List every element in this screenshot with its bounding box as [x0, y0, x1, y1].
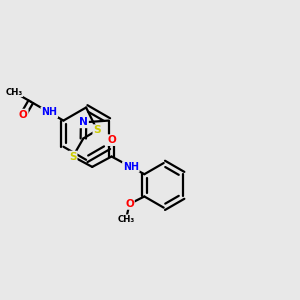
Text: NH: NH — [41, 107, 57, 117]
Text: S: S — [69, 152, 77, 161]
Text: CH₃: CH₃ — [5, 88, 22, 97]
Text: N: N — [79, 117, 88, 127]
Text: S: S — [93, 125, 101, 135]
Text: O: O — [125, 199, 134, 209]
Text: O: O — [19, 110, 28, 120]
Text: NH: NH — [123, 162, 139, 172]
Text: O: O — [107, 135, 116, 145]
Text: CH₃: CH₃ — [117, 215, 135, 224]
